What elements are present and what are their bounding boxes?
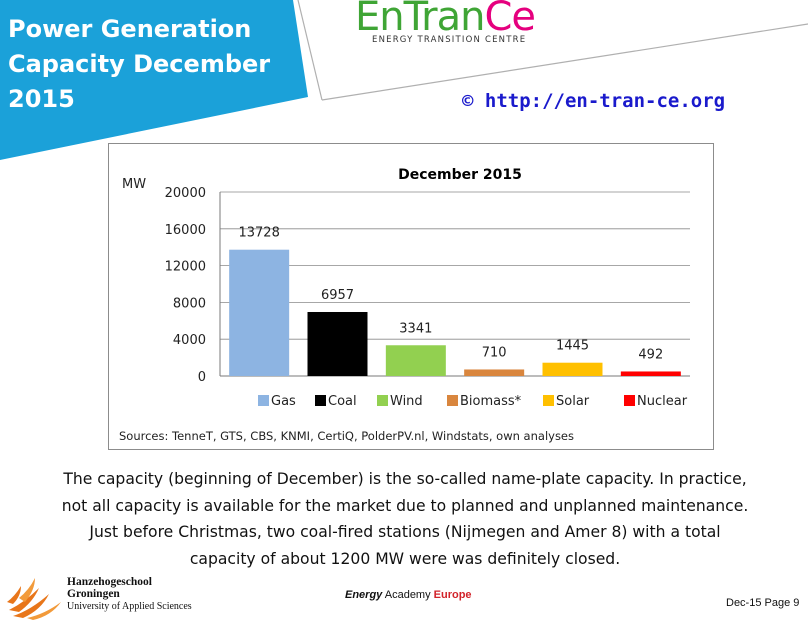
title-banner-shape: [0, 0, 308, 160]
data-label: 13728: [238, 226, 279, 241]
y-tick-label: 12000: [165, 260, 206, 275]
website-url[interactable]: © http://en-tran-ce.org: [462, 90, 726, 112]
legend-swatch: [315, 395, 326, 406]
y-tick-label: 8000: [173, 296, 206, 311]
y-tick-label: 4000: [173, 333, 206, 348]
energy-academy-logo: Energy Academy Europe: [345, 589, 472, 601]
logo-wordmark: EnTranCe: [355, 0, 537, 40]
chart-title: December 2015: [398, 167, 522, 183]
data-label: 492: [638, 347, 663, 362]
logo-part-entran: EnTran: [355, 0, 485, 40]
data-label: 710: [482, 345, 507, 360]
y-axis-label: MW: [122, 177, 146, 192]
entrance-logo: EnTranCe ENERGY TRANSITION CENTRE: [355, 0, 545, 52]
bar-coal: [307, 311, 368, 376]
bar-gas: [229, 249, 290, 376]
header-divider: [297, 0, 808, 101]
y-tick-label: 0: [198, 370, 206, 385]
bar-solar: [542, 362, 603, 376]
academy-academy: Academy: [382, 589, 434, 601]
hanze-name-line2: Groningen: [67, 588, 120, 600]
y-tick-label: 16000: [165, 223, 206, 238]
hanze-name-line3: University of Applied Sciences: [67, 601, 192, 612]
legend-label: Coal: [328, 394, 357, 409]
data-label: 1445: [556, 339, 589, 354]
logo-tagline: ENERGY TRANSITION CENTRE: [372, 35, 527, 45]
page-title: Power Generation Capacity December 2015: [8, 15, 271, 113]
academy-europe: Europe: [433, 589, 472, 601]
bar-wind: [385, 345, 446, 376]
legend-swatch: [377, 395, 388, 406]
data-label: 6957: [321, 288, 354, 303]
legend-swatch: [543, 395, 554, 406]
academy-energy: Energy: [345, 589, 383, 601]
hanze-name-line1: Hanzehogeschool: [67, 576, 152, 588]
header-divider-diagonal: [321, 23, 808, 101]
legend-label: Wind: [390, 394, 423, 409]
legend-swatch: [258, 395, 269, 406]
hanze-flame-icon: [7, 578, 61, 620]
legend-label: Nuclear: [637, 394, 688, 409]
header-divider-vertical: [297, 0, 323, 101]
legend-swatch: [624, 395, 635, 406]
legend-label: Solar: [556, 394, 590, 409]
hanze-logo: Hanzehogeschool Groningen University of …: [5, 572, 205, 622]
logo-part-ce: Ce: [484, 0, 537, 40]
bar-biomass: [464, 369, 525, 376]
y-tick-label: 20000: [165, 186, 206, 201]
data-label: 3341: [399, 321, 432, 336]
chart-source: Sources: TenneT, GTS, CBS, KNMI, CertiQ,…: [119, 429, 574, 443]
legend-label: Biomass*: [460, 394, 522, 409]
bar-nuclear: [620, 371, 681, 376]
description-paragraph: The capacity (beginning of December) is …: [61, 470, 749, 568]
legend-label: Gas: [271, 394, 296, 409]
legend-swatch: [447, 395, 458, 406]
title-banner: [0, 0, 308, 160]
chart-frame: [108, 143, 714, 450]
page-number: Dec-15 Page 9: [726, 597, 800, 609]
capacity-chart: December 2015 MW 0 4000 8000 12000 16000 20000 1…: [119, 167, 690, 443]
